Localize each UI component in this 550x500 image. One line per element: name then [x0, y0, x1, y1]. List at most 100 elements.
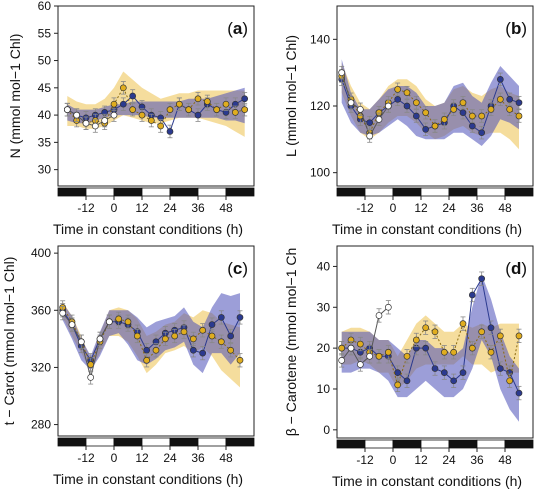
data-point — [496, 365, 504, 372]
data-point — [431, 122, 439, 130]
data-point — [468, 291, 476, 299]
data-point — [199, 326, 207, 334]
x-tick-label: 24 — [163, 201, 177, 215]
plot-frame — [336, 245, 534, 439]
data-point — [459, 99, 467, 107]
data-point — [375, 115, 383, 123]
panel-label-paren: ( — [227, 259, 233, 278]
data-point — [241, 95, 249, 103]
data-point — [394, 381, 402, 389]
x-tick-label: 12 — [414, 453, 428, 467]
data-point — [403, 89, 411, 97]
data-point — [440, 115, 448, 123]
data-point — [375, 312, 383, 319]
data-point — [236, 356, 244, 364]
data-point — [496, 332, 504, 340]
panel-label-paren: ( — [505, 259, 511, 278]
data-point — [157, 122, 165, 130]
photoperiod-segment-light — [141, 187, 171, 197]
data-point — [506, 377, 514, 385]
data-point — [487, 348, 495, 356]
plot-frame — [57, 245, 255, 437]
data-point — [227, 346, 235, 354]
data-point — [422, 324, 430, 332]
photoperiod-segment-dark — [169, 437, 199, 447]
panel-label: (b) — [505, 19, 527, 38]
photoperiod-segment-dark — [504, 187, 534, 197]
x-tick-label: 48 — [498, 201, 512, 215]
data-point — [166, 128, 174, 135]
data-point — [347, 344, 355, 352]
data-point — [213, 106, 221, 113]
photoperiod-segment-light — [364, 439, 394, 449]
data-point — [338, 344, 346, 352]
data-point — [403, 377, 411, 385]
data-point — [487, 324, 495, 332]
y-tick-label: 360 — [31, 303, 51, 317]
data-point — [384, 303, 392, 311]
data-point — [124, 318, 132, 326]
data-point — [384, 102, 392, 110]
photoperiod-segment-dark — [57, 187, 87, 197]
data-point — [515, 99, 523, 107]
data-point — [73, 111, 81, 119]
photoperiod-segment-dark — [392, 187, 422, 197]
y-tick-label: 55 — [38, 26, 52, 40]
y-tick-label: 40 — [38, 108, 52, 122]
x-tick-label: 24 — [163, 451, 177, 465]
data-point — [468, 122, 476, 130]
x-tick-label: 0 — [111, 201, 118, 215]
panel-c: 280 320 360 400 -12 0 12 24 36 48 Time in constant… — [1, 245, 255, 487]
x-axis-label: Time in constant conditions (h) — [53, 471, 243, 487]
photoperiod-segment-dark — [448, 439, 478, 449]
data-point — [166, 106, 174, 113]
data-point — [422, 109, 430, 117]
y-tick-label: 140 — [310, 32, 330, 46]
photoperiod-segment-light — [197, 187, 227, 197]
data-point — [478, 328, 486, 336]
photoperiod-segment-light — [197, 437, 227, 447]
data-point — [208, 321, 216, 328]
data-point — [478, 112, 486, 120]
data-point — [440, 348, 448, 356]
data-point — [96, 335, 104, 343]
x-tick-label: 0 — [111, 451, 118, 465]
data-point — [129, 92, 137, 100]
panel-label: (d) — [505, 259, 527, 278]
panel-label-paren: ) — [242, 259, 248, 278]
data-point — [506, 105, 514, 113]
data-point — [338, 69, 346, 77]
data-point — [412, 336, 420, 344]
data-point — [119, 100, 127, 108]
x-tick-label: -12 — [356, 453, 374, 467]
data-point — [115, 315, 123, 323]
data-point — [338, 357, 346, 364]
data-point — [129, 106, 137, 113]
data-point — [450, 377, 458, 385]
photoperiod-segment-light — [420, 187, 450, 197]
data-point — [175, 100, 183, 108]
data-point — [236, 314, 244, 321]
data-point — [506, 95, 514, 103]
y-axis-label: L (mmol mol−1 Chl) — [283, 35, 299, 157]
data-point — [366, 352, 374, 360]
data-point — [63, 106, 71, 113]
x-tick-label: 0 — [390, 201, 397, 215]
x-tick-label: -12 — [356, 201, 374, 215]
data-point — [143, 346, 151, 354]
y-tick-label: 50 — [38, 54, 52, 68]
data-point — [459, 369, 467, 376]
y-tick-label: 40 — [317, 259, 331, 273]
data-point — [194, 95, 202, 103]
data-point — [356, 105, 364, 113]
data-point — [189, 346, 197, 354]
data-point — [394, 369, 402, 376]
photoperiod-segment-light — [85, 437, 115, 447]
y-tick-label: 120 — [310, 99, 330, 113]
data-point — [227, 332, 235, 340]
data-point — [366, 119, 374, 127]
panel-label-letter: d — [511, 259, 521, 278]
x-tick-label: 24 — [442, 453, 456, 467]
y-tick-label: 0 — [323, 423, 330, 437]
